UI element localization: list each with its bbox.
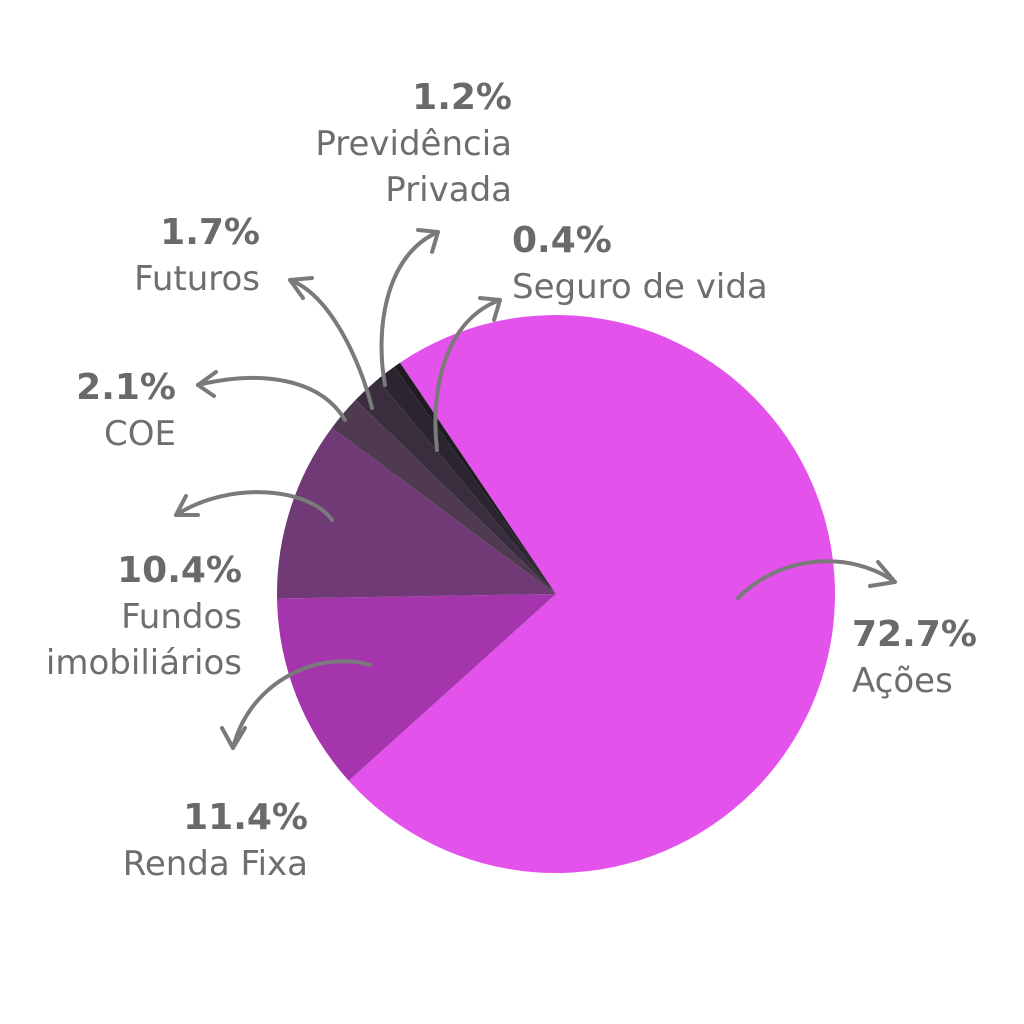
- label-previdencia-value: 1.2%: [412, 77, 512, 118]
- pie-slice-1: [277, 594, 556, 781]
- label-futuros-value: 1.7%: [160, 212, 260, 253]
- pie-slice-3: [331, 399, 556, 594]
- label-seguro-name: Seguro de vida: [512, 267, 768, 307]
- pie-slice-5: [377, 366, 556, 594]
- label-futuros: 1.7% Futuros: [134, 210, 260, 302]
- arrow-fundos: [174, 490, 334, 522]
- arrow-fundos-head: [174, 494, 200, 517]
- arrow-acoes: [736, 559, 897, 600]
- label-seguro-value: 0.4%: [512, 220, 612, 261]
- arrow-previdencia-head: [416, 228, 440, 254]
- label-fundos: 10.4% Fundos imobiliários: [46, 548, 242, 686]
- label-seguro: 0.4% Seguro de vida: [512, 218, 768, 310]
- arrow-seguro-head: [478, 296, 502, 322]
- arrow-renda-fixa-head: [220, 726, 247, 750]
- arrow-futuros-head: [288, 276, 314, 300]
- pie-slice-0: [348, 315, 836, 874]
- label-acoes: 72.7% Ações: [852, 612, 977, 704]
- arrow-previdencia: [379, 230, 440, 387]
- label-renda-fixa: 11.4% Renda Fixa: [123, 795, 308, 887]
- label-coe-value: 2.1%: [76, 367, 176, 408]
- label-renda-fixa-name: Renda Fixa: [122, 844, 308, 884]
- arrow-futuros: [288, 278, 374, 410]
- label-previdencia-name: Previdência Privada: [315, 124, 512, 210]
- arrow-coe-head: [196, 370, 218, 398]
- arrow-acoes-head: [868, 560, 897, 588]
- label-fundos-name: Fundos imobiliários: [45, 597, 242, 683]
- arrow-coe: [196, 376, 347, 422]
- arrow-seguro: [433, 298, 502, 452]
- label-acoes-value: 72.7%: [852, 614, 977, 655]
- label-coe-name: COE: [104, 414, 176, 454]
- label-fundos-value: 10.4%: [117, 550, 242, 591]
- label-renda-fixa-value: 11.4%: [183, 797, 308, 838]
- arrow-renda-fixa: [231, 659, 372, 750]
- label-coe: 2.1% COE: [76, 365, 176, 457]
- pie-slice-4: [355, 379, 556, 594]
- label-previdencia: 1.2% Previdência Privada: [315, 75, 512, 213]
- label-futuros-name: Futuros: [134, 259, 260, 299]
- pie-slice-2: [277, 427, 556, 599]
- label-acoes-name: Ações: [852, 661, 953, 701]
